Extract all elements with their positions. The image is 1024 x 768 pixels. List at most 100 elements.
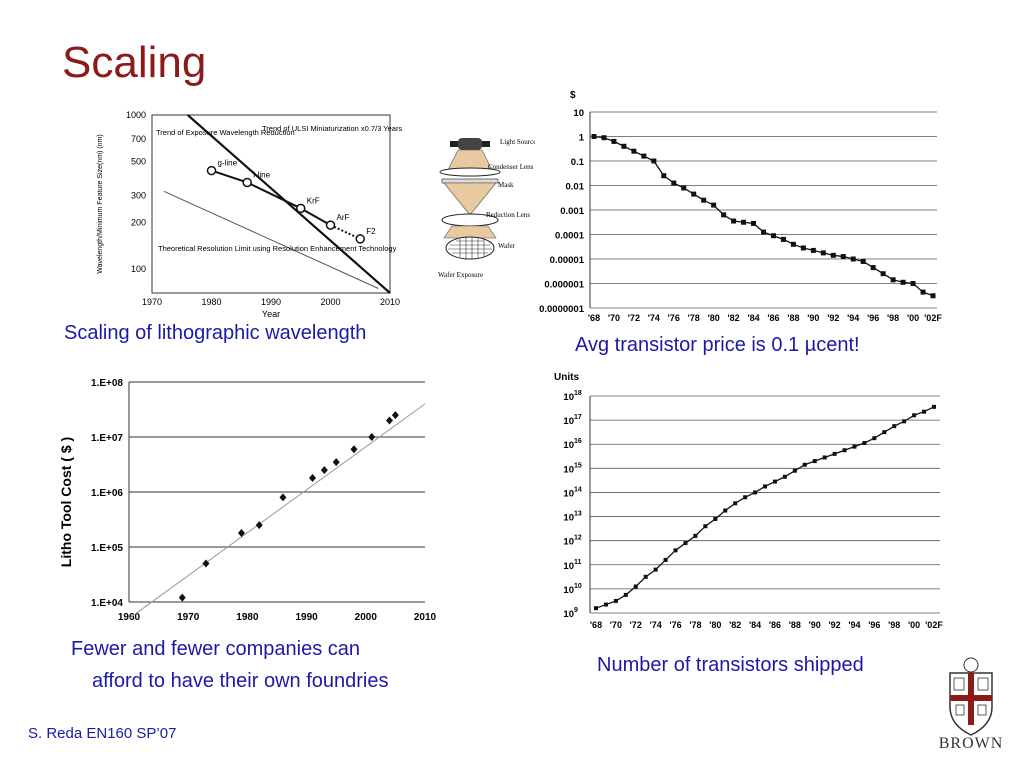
data-point bbox=[733, 501, 738, 506]
x-tick-label: '96 bbox=[867, 313, 879, 323]
caption-tool-cost-line2: afford to have their own foundries bbox=[92, 670, 389, 692]
data-point bbox=[842, 448, 847, 453]
data-point bbox=[763, 484, 767, 489]
y-tick-label: 0.00001 bbox=[550, 255, 585, 266]
y-axis-unit: $ bbox=[570, 90, 576, 101]
label-light-source: Light Source bbox=[500, 138, 535, 146]
data-point bbox=[753, 490, 758, 495]
x-axis-label: Year bbox=[262, 309, 280, 319]
data-point bbox=[355, 234, 365, 244]
data-point bbox=[770, 233, 776, 239]
data-point bbox=[802, 462, 807, 467]
data-point bbox=[782, 474, 787, 479]
light-beam bbox=[447, 149, 493, 171]
data-point bbox=[743, 495, 748, 500]
y-tick-label: 1.E+07 bbox=[91, 433, 123, 444]
data-point bbox=[761, 229, 766, 235]
trend-line bbox=[128, 403, 426, 619]
x-tick-label: '00 bbox=[908, 620, 920, 630]
y-axis-label: Wavelength/Minimum Feature Size(nm) (nm) bbox=[97, 134, 104, 273]
y-tick-exponent: 14 bbox=[574, 486, 582, 493]
reduction-beam bbox=[443, 182, 497, 216]
data-point bbox=[683, 541, 688, 546]
data-point bbox=[892, 424, 897, 429]
x-tick-label: 1970 bbox=[177, 612, 200, 623]
data-point bbox=[790, 241, 796, 247]
y-tick-label: 0.0001 bbox=[555, 231, 585, 242]
x-tick-label: '02F bbox=[925, 620, 943, 630]
y-tick-label: 1.E+05 bbox=[91, 543, 123, 554]
y-tick-base: 10 bbox=[563, 561, 574, 572]
light-source-icon bbox=[450, 138, 490, 150]
y-tick-label: 1.E+06 bbox=[91, 488, 123, 499]
data-point bbox=[872, 436, 877, 441]
data-point bbox=[368, 433, 376, 441]
slide-footer: S. Reda EN160 SP’07 bbox=[28, 725, 177, 742]
x-tick-label: 2010 bbox=[380, 297, 400, 307]
label-wafer: Wafer bbox=[498, 242, 516, 250]
y-tick-label: 1 bbox=[579, 133, 585, 144]
data-point bbox=[860, 258, 866, 264]
caption-transistor-price: Avg transistor price is 0.1 µcent! bbox=[575, 334, 860, 356]
lithography-diagram: Light Source Condenser Lens Mask Reducti… bbox=[438, 138, 535, 279]
label-reduction-lens: Reduction Lens bbox=[486, 211, 530, 219]
data-point bbox=[812, 459, 817, 464]
data-point bbox=[202, 559, 210, 568]
data-point bbox=[242, 177, 252, 188]
x-tick-label: 2000 bbox=[320, 297, 340, 307]
x-tick-label: 1990 bbox=[295, 612, 318, 623]
data-point bbox=[633, 584, 638, 589]
data-point bbox=[309, 473, 317, 482]
data-point bbox=[870, 265, 876, 271]
data-point bbox=[641, 153, 647, 159]
y-tick-exponent: 12 bbox=[574, 535, 582, 542]
data-point bbox=[391, 411, 399, 420]
mask-icon bbox=[441, 178, 499, 184]
data-point bbox=[731, 218, 737, 224]
label-condenser-lens: Condenser Lens bbox=[488, 163, 534, 171]
y-tick-label: 0.01 bbox=[566, 182, 585, 193]
data-point bbox=[810, 247, 816, 253]
data-point bbox=[206, 165, 217, 176]
x-tick-label: '98 bbox=[887, 313, 899, 323]
data-point bbox=[621, 143, 627, 149]
data-point bbox=[832, 451, 837, 456]
data-point bbox=[850, 256, 856, 262]
x-tick-label: '84 bbox=[749, 620, 761, 630]
data-point bbox=[653, 567, 658, 572]
x-tick-label: 2000 bbox=[355, 612, 378, 623]
x-tick-label: '92 bbox=[827, 313, 839, 323]
x-tick-label: '96 bbox=[868, 620, 880, 630]
data-point bbox=[279, 493, 287, 502]
data-point bbox=[332, 458, 340, 467]
y-tick-exponent: 15 bbox=[574, 462, 582, 469]
caption-tool-cost-line1: Fewer and fewer companies can bbox=[71, 638, 361, 660]
data-point bbox=[912, 413, 917, 418]
y-tick-exponent: 17 bbox=[574, 414, 582, 421]
data-point bbox=[703, 524, 708, 529]
data-point bbox=[741, 219, 747, 225]
y-tick-label: 200 bbox=[131, 218, 146, 228]
x-tick-label: '76 bbox=[668, 313, 680, 323]
x-tick-label: '02F bbox=[924, 313, 942, 323]
logo-text: BROWN bbox=[939, 735, 1004, 752]
y-tick-label: 1.E+08 bbox=[91, 378, 123, 389]
y-tick-exponent: 11 bbox=[574, 559, 582, 566]
y-tick-label: 0.1 bbox=[571, 157, 585, 168]
data-point bbox=[178, 593, 186, 602]
x-tick-label: 1960 bbox=[118, 612, 141, 623]
y-tick-base: 10 bbox=[563, 440, 574, 451]
y-axis-label: Litho Tool Cost ( $ ) bbox=[58, 437, 74, 567]
label-mask: Mask bbox=[498, 181, 514, 189]
y-tick-base: 10 bbox=[563, 488, 574, 499]
y-tick-exponent: 9 bbox=[574, 607, 578, 614]
data-point bbox=[661, 173, 667, 179]
x-tick-label: '78 bbox=[689, 620, 701, 630]
data-point bbox=[920, 289, 926, 295]
y-tick-base: 10 bbox=[563, 513, 574, 524]
x-tick-label: '90 bbox=[807, 313, 819, 323]
x-tick-label: '00 bbox=[907, 313, 919, 323]
y-tick-base: 10 bbox=[563, 464, 574, 475]
x-tick-label: '72 bbox=[628, 313, 640, 323]
x-tick-label: '88 bbox=[789, 620, 801, 630]
